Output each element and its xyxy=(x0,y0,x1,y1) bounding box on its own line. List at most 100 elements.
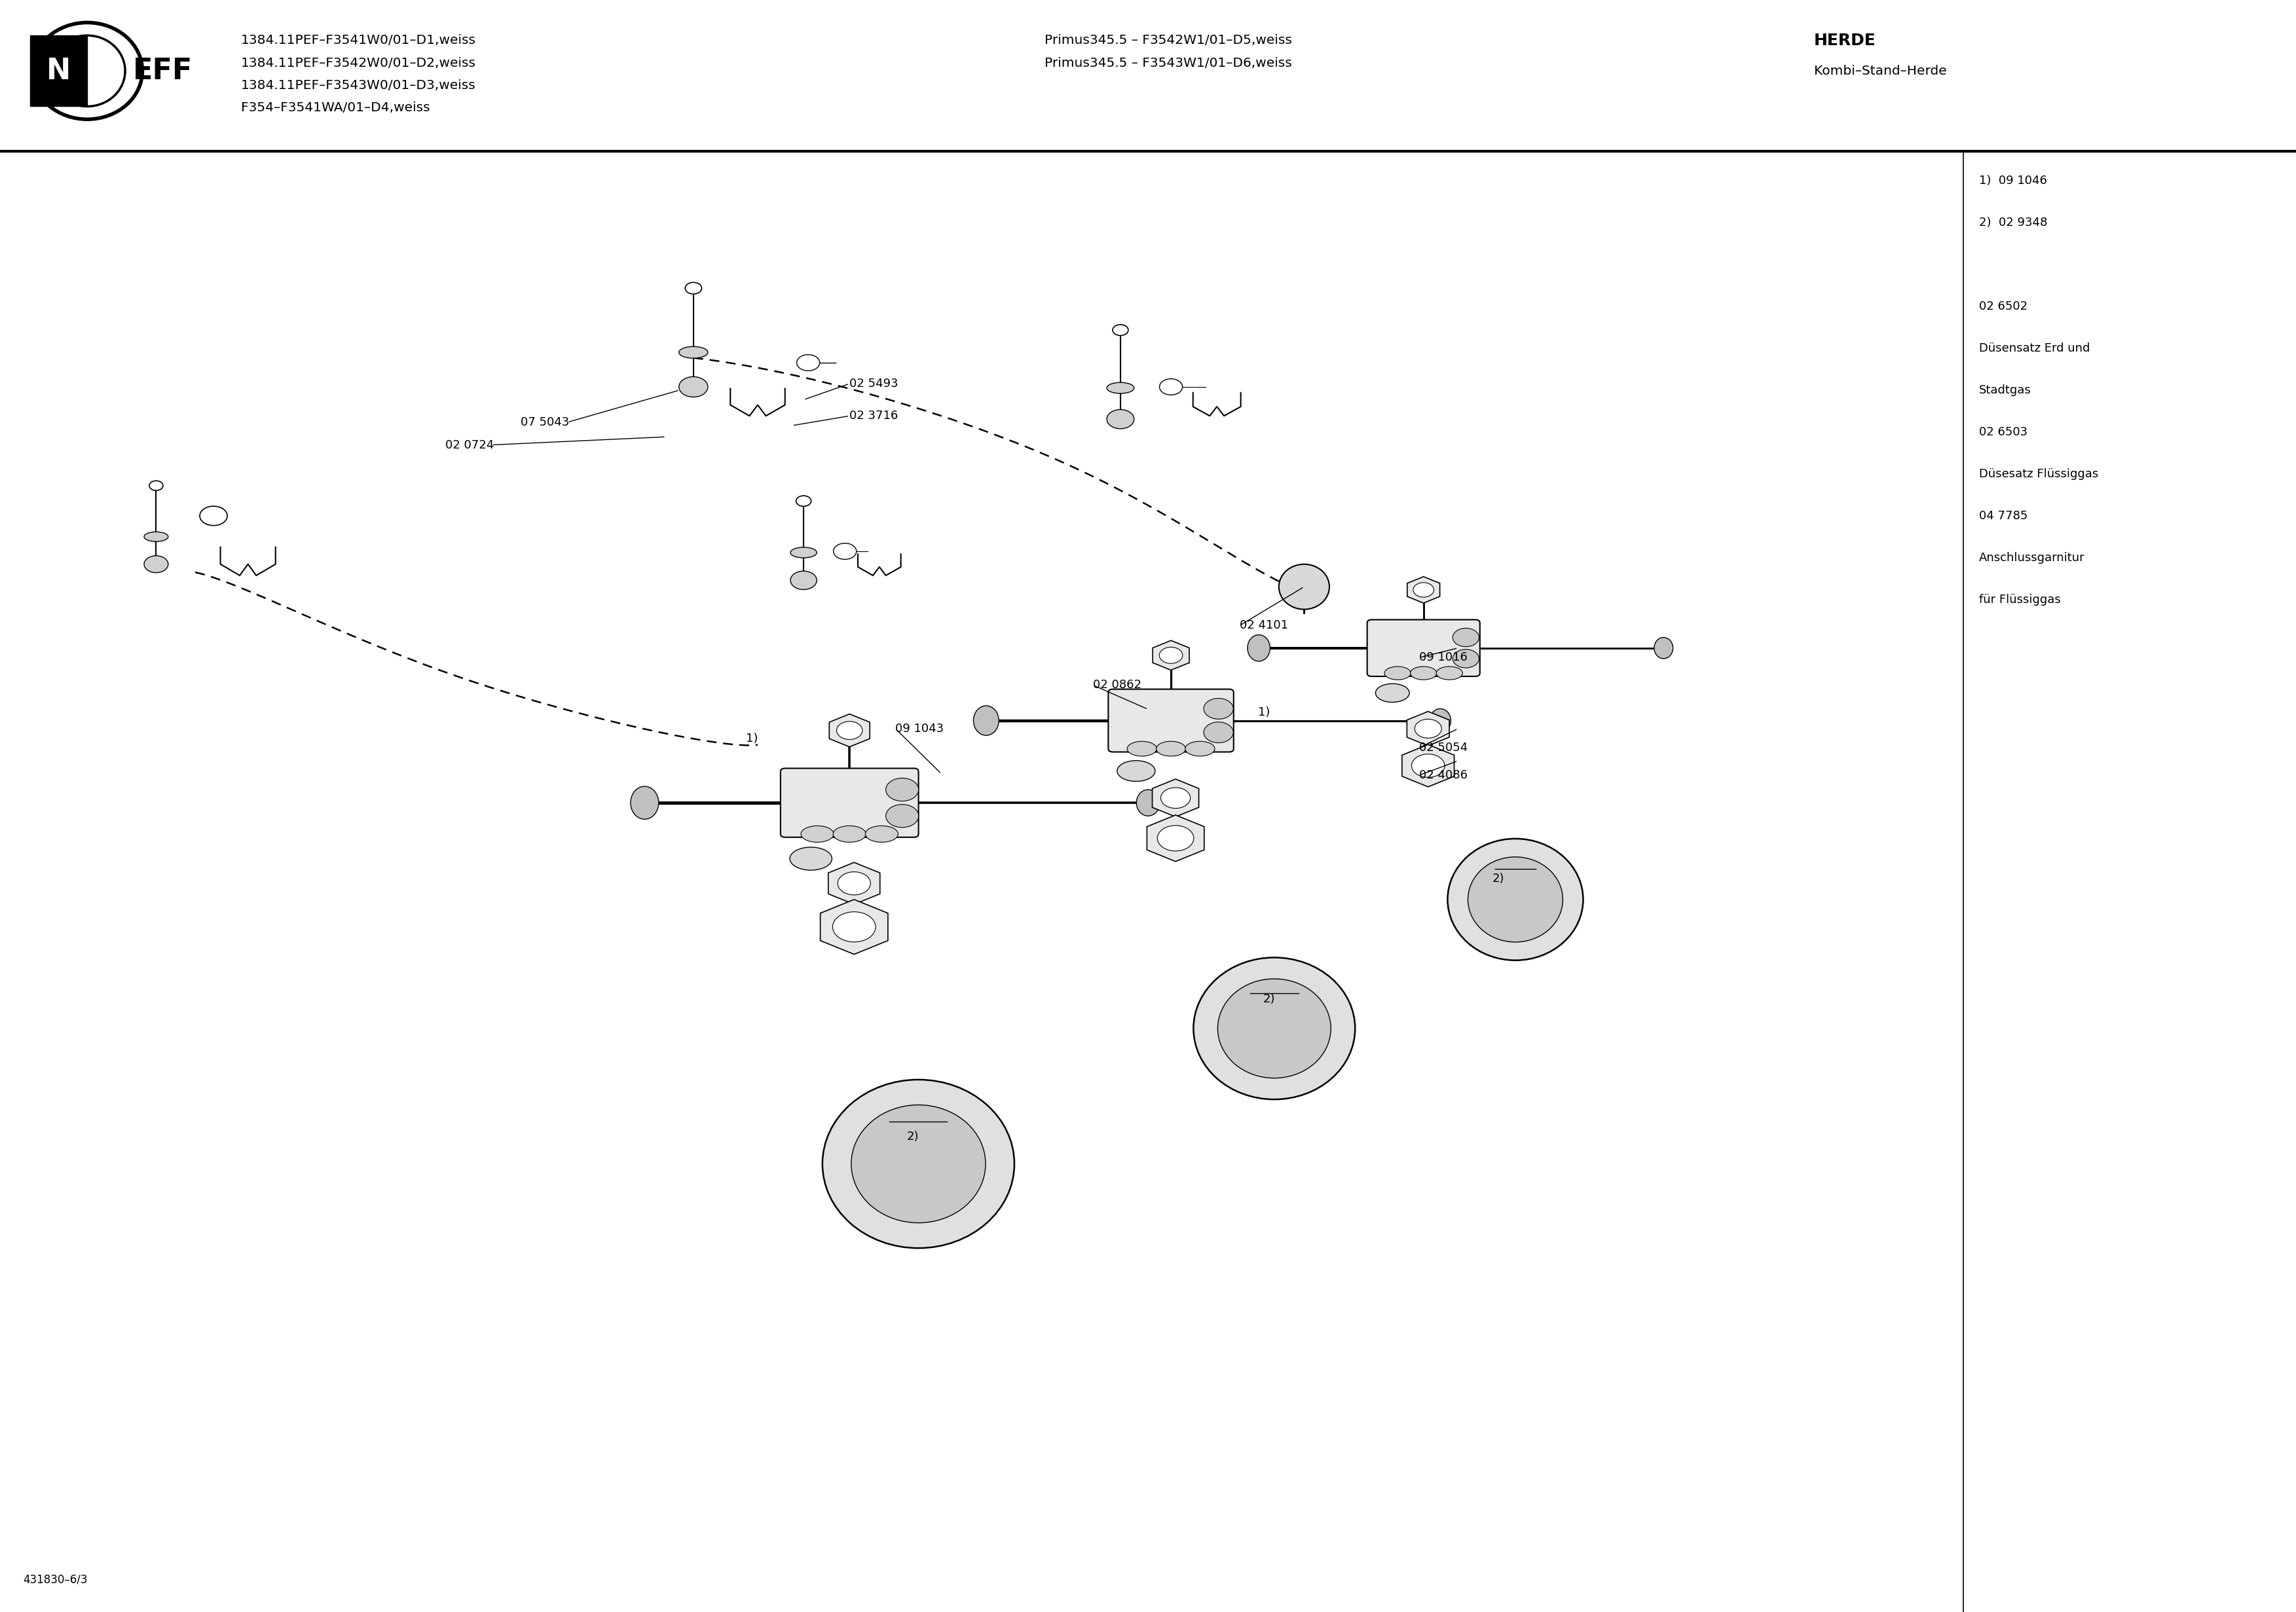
Circle shape xyxy=(833,543,856,559)
Circle shape xyxy=(1107,409,1134,429)
Text: N: N xyxy=(46,56,71,85)
Text: 2): 2) xyxy=(1263,993,1274,1006)
Text: 2): 2) xyxy=(1492,872,1504,885)
Circle shape xyxy=(1159,646,1182,664)
Ellipse shape xyxy=(801,825,833,841)
Circle shape xyxy=(1157,825,1194,851)
Circle shape xyxy=(1414,719,1442,738)
Polygon shape xyxy=(1407,577,1440,603)
Circle shape xyxy=(1203,722,1233,743)
Circle shape xyxy=(1159,379,1182,395)
Text: 09 1016: 09 1016 xyxy=(1419,651,1467,664)
Ellipse shape xyxy=(631,787,659,819)
Ellipse shape xyxy=(833,825,866,841)
Text: 2)  02 9348: 2) 02 9348 xyxy=(1979,216,2048,229)
Text: Primus345.5 – F3543W1/01–D6,weiss: Primus345.5 – F3543W1/01–D6,weiss xyxy=(1045,56,1293,69)
FancyBboxPatch shape xyxy=(30,35,87,106)
Text: Düsensatz Erd und: Düsensatz Erd und xyxy=(1979,342,2089,355)
Ellipse shape xyxy=(1137,790,1159,816)
Text: 04 7785: 04 7785 xyxy=(1979,509,2027,522)
Circle shape xyxy=(145,556,168,572)
Circle shape xyxy=(680,377,707,397)
Text: 07 5043: 07 5043 xyxy=(521,416,569,429)
Ellipse shape xyxy=(790,548,817,558)
Text: für Flüssiggas: für Flüssiggas xyxy=(1979,593,2062,606)
FancyBboxPatch shape xyxy=(1109,690,1233,751)
Circle shape xyxy=(797,496,810,506)
Ellipse shape xyxy=(790,848,831,870)
Circle shape xyxy=(149,480,163,490)
Ellipse shape xyxy=(1107,382,1134,393)
Ellipse shape xyxy=(974,706,999,735)
Text: 09 1043: 09 1043 xyxy=(895,722,944,735)
Text: 2): 2) xyxy=(907,1130,918,1143)
Text: 1): 1) xyxy=(746,732,758,745)
Text: 02 0724: 02 0724 xyxy=(445,438,494,451)
Ellipse shape xyxy=(1279,564,1329,609)
Polygon shape xyxy=(1153,779,1199,817)
Text: 1384.11PEF–F3542W0/01–D2,weiss: 1384.11PEF–F3542W0/01–D2,weiss xyxy=(241,56,475,69)
Circle shape xyxy=(1453,629,1479,646)
Ellipse shape xyxy=(1247,635,1270,661)
Ellipse shape xyxy=(866,825,898,841)
Text: 431830–6/3: 431830–6/3 xyxy=(23,1573,87,1586)
Polygon shape xyxy=(1153,640,1189,671)
Text: Düsesatz Flüssiggas: Düsesatz Flüssiggas xyxy=(1979,467,2099,480)
Circle shape xyxy=(200,506,227,526)
Text: HERDE: HERDE xyxy=(1814,32,1876,48)
Ellipse shape xyxy=(1446,838,1584,961)
Ellipse shape xyxy=(680,347,707,358)
Ellipse shape xyxy=(1467,858,1564,941)
Ellipse shape xyxy=(1217,978,1332,1078)
Circle shape xyxy=(1203,698,1233,719)
Text: 02 4101: 02 4101 xyxy=(1240,619,1288,632)
Text: Primus345.5 – F3542W1/01–D5,weiss: Primus345.5 – F3542W1/01–D5,weiss xyxy=(1045,34,1293,47)
Ellipse shape xyxy=(1430,709,1451,732)
Text: 02 3716: 02 3716 xyxy=(850,409,898,422)
Ellipse shape xyxy=(1384,666,1410,680)
Text: Anschlussgarnitur: Anschlussgarnitur xyxy=(1979,551,2085,564)
Polygon shape xyxy=(820,899,889,954)
Polygon shape xyxy=(829,714,870,746)
Ellipse shape xyxy=(822,1080,1015,1248)
Text: 02 0862: 02 0862 xyxy=(1093,679,1141,692)
Circle shape xyxy=(838,872,870,895)
Text: 1): 1) xyxy=(1258,706,1270,719)
Circle shape xyxy=(684,282,703,293)
Text: 02 6502: 02 6502 xyxy=(1979,300,2027,313)
Circle shape xyxy=(1412,754,1444,777)
Circle shape xyxy=(1114,324,1127,335)
Text: EFF: EFF xyxy=(133,56,193,85)
Circle shape xyxy=(1412,582,1435,596)
Polygon shape xyxy=(1407,711,1449,746)
Ellipse shape xyxy=(852,1104,985,1224)
Ellipse shape xyxy=(1410,666,1437,680)
Text: 02 5493: 02 5493 xyxy=(850,377,898,390)
Ellipse shape xyxy=(145,532,168,542)
Circle shape xyxy=(797,355,820,371)
Polygon shape xyxy=(1403,745,1453,787)
Ellipse shape xyxy=(1437,666,1463,680)
FancyBboxPatch shape xyxy=(1366,619,1481,677)
Circle shape xyxy=(790,571,817,590)
Ellipse shape xyxy=(1118,761,1155,782)
Text: 1)  09 1046: 1) 09 1046 xyxy=(1979,174,2048,187)
Circle shape xyxy=(1162,788,1189,808)
Text: F354–F3541WA/01–D4,weiss: F354–F3541WA/01–D4,weiss xyxy=(241,102,429,114)
Ellipse shape xyxy=(1653,637,1674,659)
Ellipse shape xyxy=(1375,683,1410,703)
Text: Stadtgas: Stadtgas xyxy=(1979,384,2032,397)
Text: 02 4086: 02 4086 xyxy=(1419,769,1467,782)
Text: Kombi–Stand–Herde: Kombi–Stand–Herde xyxy=(1814,64,1947,77)
Ellipse shape xyxy=(1185,742,1215,756)
Polygon shape xyxy=(1148,816,1203,861)
Circle shape xyxy=(1453,650,1479,667)
Ellipse shape xyxy=(1194,958,1355,1099)
Text: 02 6503: 02 6503 xyxy=(1979,426,2027,438)
Circle shape xyxy=(833,912,875,941)
Text: 1384.11PEF–F3543W0/01–D3,weiss: 1384.11PEF–F3543W0/01–D3,weiss xyxy=(241,79,475,92)
Circle shape xyxy=(886,779,918,801)
Polygon shape xyxy=(829,862,879,904)
FancyBboxPatch shape xyxy=(781,769,918,837)
Text: 02 5054: 02 5054 xyxy=(1419,742,1467,754)
